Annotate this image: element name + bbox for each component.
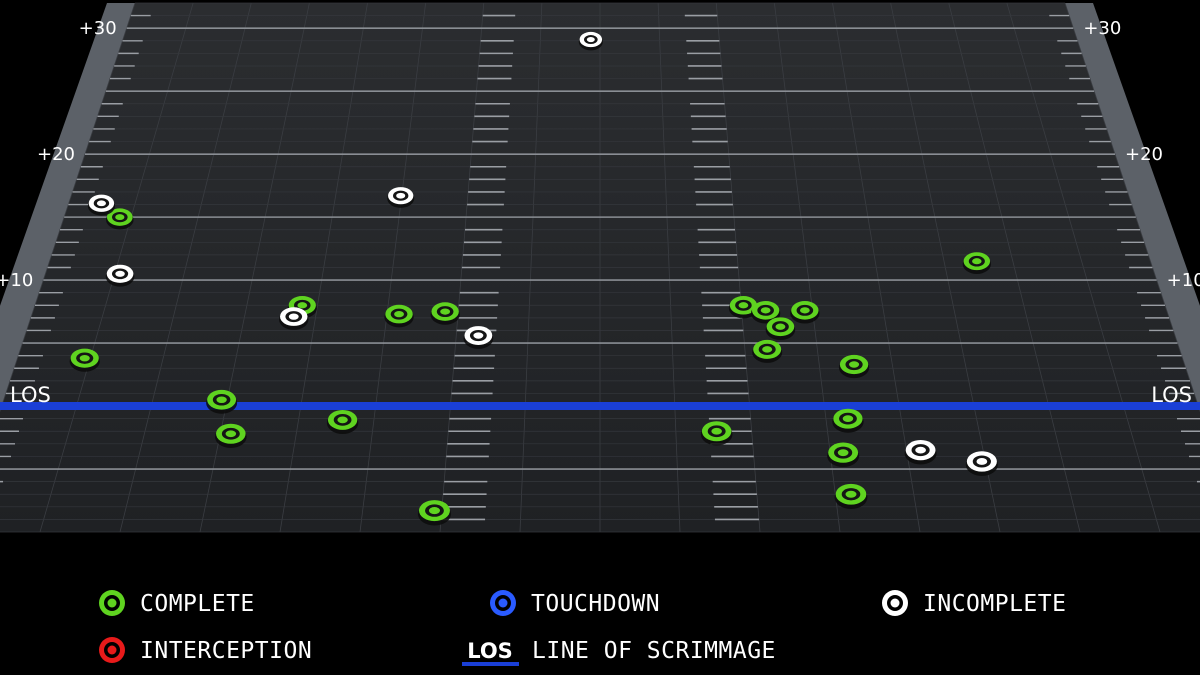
pass-point-incomplete [387,187,415,208]
pass-point-complete [430,302,460,325]
legend-label: INTERCEPTION [140,638,312,664]
pass-point-complete [962,252,991,274]
pass-point-complete [206,389,238,414]
pass-point-complete [700,421,733,446]
legend-item-incomplete: INCOMPLETE [882,590,1066,617]
yard-tick-label-left: +10 [0,270,33,291]
pass-point-complete [750,301,781,324]
yard-tick-label-left: +30 [79,18,117,39]
pass-point-complete [384,304,414,328]
pass-point-complete [728,296,759,319]
legend-item-touchdown: TOUCHDOWN [490,590,660,617]
pass-point-incomplete [965,451,998,476]
legend-label: COMPLETE [140,591,255,617]
legend-item-line-of-scrimmage: LOS LINE OF SCRIMMAGE [462,638,776,666]
legend-label: TOUCHDOWN [531,591,660,617]
yard-tick-label-right: +10 [1167,270,1200,291]
legend-item-interception: INTERCEPTION [99,637,312,664]
field: LOS LOS +10 +10 +20 +20 +30 +30 [0,2,1200,533]
pass-point-incomplete [578,31,603,51]
pass-point-complete [838,354,870,379]
pass-point-complete [69,348,100,372]
pass-point-incomplete [463,326,494,349]
los-label-right: LOS [1151,383,1192,407]
pass-point-incomplete [105,264,135,287]
pass-point-complete [834,483,868,509]
yard-tick-label-right: +20 [1125,144,1163,165]
yard-tick-label-right: +30 [1083,18,1121,39]
legend-los-badge: LOS [467,639,513,663]
pass-point-complete [752,339,783,363]
pass-point-complete [765,317,796,341]
pass-point-complete [417,500,452,526]
legend-label: LINE OF SCRIMMAGE [532,638,776,664]
legend-label: INCOMPLETE [923,591,1066,617]
pass-point-complete [832,408,864,433]
pass-point-complete [326,409,359,435]
los-label-left: LOS [10,383,51,407]
pass-point-complete [214,423,247,449]
yard-tick-label-left: +20 [37,144,75,165]
pass-point-incomplete [279,307,309,330]
legend: COMPLETE TOUCHDOWN INCOMPLETE INTERCEPTION L… [99,590,1066,666]
pass-point-incomplete [904,440,937,465]
legend-los-bar [462,662,519,666]
legend-item-complete: COMPLETE [99,590,255,617]
pass-points [69,31,998,526]
pass-point-incomplete [87,194,116,216]
pass-point-complete [106,208,134,230]
pass-point-complete [827,442,860,468]
pass-point-complete [790,301,820,324]
